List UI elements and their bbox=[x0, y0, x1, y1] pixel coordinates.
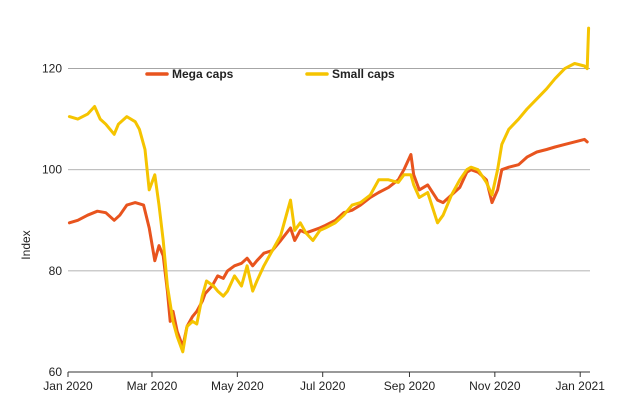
y-tick-label-60: 60 bbox=[49, 365, 63, 379]
x-tick-label-jan-2021: Jan 2021 bbox=[556, 379, 606, 393]
x-tick-label-sep-2020: Sep 2020 bbox=[384, 379, 436, 393]
x-axis-ticks: Jan 2020 Mar 2020 May 2020 Jul 2020 Sep 2020… bbox=[43, 372, 605, 393]
x-tick-label-may-2020: May 2020 bbox=[211, 379, 264, 393]
x-tick-label-nov-2020: Nov 2020 bbox=[469, 379, 521, 393]
x-tick-label-mar-2020: Mar 2020 bbox=[127, 379, 178, 393]
x-tick-label-jan-2020: Jan 2020 bbox=[43, 379, 93, 393]
y-tick-label-80: 80 bbox=[49, 264, 63, 278]
legend-label-mega-caps: Mega caps bbox=[172, 67, 234, 81]
series-line-small-caps bbox=[67, 26, 591, 354]
y-tick-label-120: 120 bbox=[42, 62, 62, 76]
y-tick-label-100: 100 bbox=[42, 163, 62, 177]
x-tick-label-jul-2020: Jul 2020 bbox=[300, 379, 346, 393]
y-axis-ticks: 60 80 100 120 bbox=[42, 62, 62, 379]
legend-label-small-caps: Small caps bbox=[332, 67, 395, 81]
series-layer bbox=[67, 26, 591, 354]
legend: Mega caps Small caps bbox=[145, 67, 395, 81]
y-axis-title: Index bbox=[19, 230, 33, 259]
